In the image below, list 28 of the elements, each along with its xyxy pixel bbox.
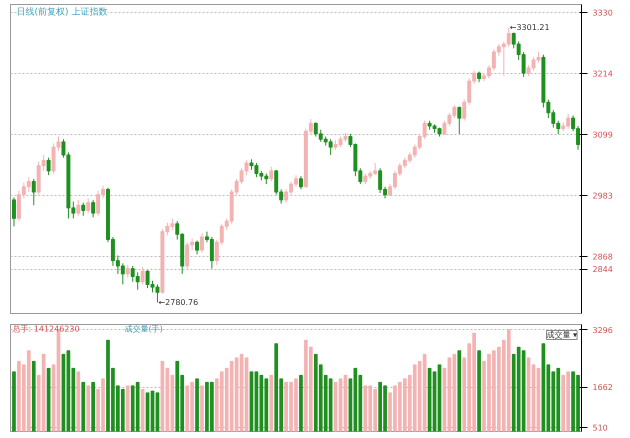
- candlestick: [477, 71, 482, 83]
- y-tick-label: 3099: [592, 130, 613, 140]
- y-tick-label: 1662: [592, 383, 613, 392]
- y-tick-label: 3330: [592, 8, 613, 18]
- candlestick: [200, 232, 204, 254]
- candlestick: [81, 202, 86, 216]
- y-tick-label: 2868: [592, 252, 613, 262]
- candlestick: [195, 240, 200, 255]
- candlestick: [46, 157, 51, 176]
- candlestick: [76, 199, 80, 216]
- candlestick: [457, 106, 462, 134]
- y-tick-label: 2844: [592, 265, 613, 274]
- y-tick-label: 3214: [592, 70, 613, 79]
- annotation: 总手: 141246230: [12, 324, 80, 334]
- chart-title: 日线(前复权) 上证指数: [16, 6, 108, 18]
- y-tick-label: 3296: [592, 326, 613, 335]
- candlestick: [91, 199, 96, 218]
- annotation: 成交量(手): [124, 324, 163, 334]
- candlestick: [86, 198, 90, 214]
- candlestick: [269, 166, 274, 182]
- y-tick-label: 2983: [592, 192, 613, 201]
- candlestick: [126, 264, 130, 278]
- candlestick: [12, 196, 16, 227]
- y-tick-label: 510: [592, 424, 608, 433]
- candlestick: [140, 266, 145, 285]
- annotation: ←2780.76: [158, 298, 198, 308]
- annotation: ←3301.21: [510, 23, 550, 32]
- candlestick: [298, 176, 303, 190]
